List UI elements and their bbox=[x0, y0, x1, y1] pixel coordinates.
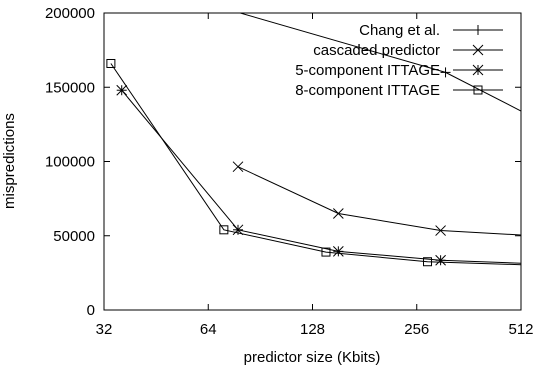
legend-marker bbox=[472, 44, 484, 56]
x-tick-label: 128 bbox=[300, 321, 325, 338]
data-point bbox=[435, 225, 446, 236]
data-point bbox=[219, 225, 229, 235]
x-tick-label: 32 bbox=[96, 321, 113, 338]
series-line-3 bbox=[121, 89, 521, 264]
x-tick-label: 512 bbox=[508, 321, 533, 338]
data-point bbox=[332, 208, 344, 219]
y-axis: 0 50000 100000 150000 200000 bbox=[45, 5, 521, 319]
legend-marker bbox=[473, 25, 483, 35]
legend: Chang et al. cascaded predictor 5-componen… bbox=[295, 22, 503, 99]
series-markers-3 bbox=[116, 84, 446, 266]
series-line-4 bbox=[110, 63, 521, 266]
legend-label: cascaded predictor bbox=[313, 42, 440, 59]
legend-marker bbox=[472, 64, 484, 76]
y-tick-label: 50000 bbox=[53, 228, 95, 245]
series-line-2 bbox=[237, 166, 521, 236]
legend-label: 8-component ITTAGE bbox=[295, 82, 440, 99]
legend-label: Chang et al. bbox=[359, 22, 440, 39]
legend-entry: cascaded predictor bbox=[313, 42, 503, 59]
legend-entry: Chang et al. bbox=[359, 22, 503, 39]
series-markers-4 bbox=[106, 58, 433, 267]
data-point bbox=[332, 245, 344, 257]
data-point bbox=[440, 67, 451, 78]
data-point bbox=[106, 58, 116, 68]
legend-entry: 5-component ITTAGE bbox=[295, 62, 503, 79]
y-axis-label: mispredictions bbox=[1, 113, 18, 209]
data-point bbox=[321, 247, 331, 257]
x-tick-label: 256 bbox=[404, 321, 429, 338]
series-markers-1 bbox=[440, 67, 451, 78]
y-tick-label: 0 bbox=[87, 302, 95, 319]
legend-entry: 8-component ITTAGE bbox=[295, 82, 503, 99]
data-point bbox=[423, 257, 433, 267]
data-point bbox=[435, 254, 446, 266]
series-layer bbox=[110, 13, 521, 266]
y-tick-label: 100000 bbox=[45, 154, 95, 171]
y-tick-label: 150000 bbox=[45, 79, 95, 96]
legend-label: 5-component ITTAGE bbox=[295, 62, 440, 79]
data-point bbox=[116, 84, 128, 96]
data-point bbox=[232, 161, 244, 173]
x-tick-label: 64 bbox=[200, 321, 217, 338]
y-tick-label: 200000 bbox=[45, 5, 95, 22]
x-axis-label: predictor size (Kbits) bbox=[244, 349, 381, 366]
series-markers-2 bbox=[232, 161, 446, 236]
data-point bbox=[232, 224, 244, 236]
x-axis: 32 64 128 256 512 bbox=[96, 13, 534, 338]
marker-layer bbox=[106, 58, 451, 267]
legend-marker bbox=[473, 85, 483, 95]
